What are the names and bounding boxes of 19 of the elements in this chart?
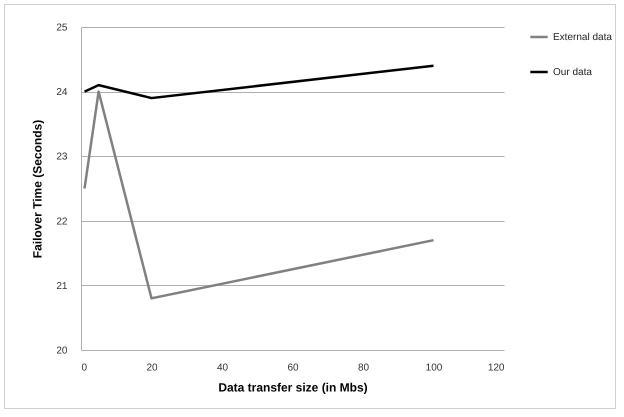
y-tick-label: 24 xyxy=(56,87,68,98)
legend-label: External data xyxy=(553,32,612,43)
x-tick-label: 120 xyxy=(488,362,505,374)
x-axis-title: Data transfer size (in Mbs) xyxy=(218,380,368,394)
line-series xyxy=(83,90,435,300)
y-tick-label: 25 xyxy=(56,22,68,34)
x-tick-label: 60 xyxy=(287,362,299,374)
line-series xyxy=(83,64,435,100)
y-tick-label: 21 xyxy=(56,280,68,292)
legend-label: Our data xyxy=(553,67,592,78)
x-tick-label: 100 xyxy=(426,362,443,374)
x-tick-label: 20 xyxy=(146,362,158,374)
y-tick-label: 22 xyxy=(56,216,68,228)
y-tick-label: 20 xyxy=(56,346,68,356)
x-tick-label: 40 xyxy=(216,362,228,374)
x-tick-label: 0 xyxy=(82,362,88,374)
x-tick-label: 80 xyxy=(358,362,370,374)
y-tick-label: 23 xyxy=(56,152,68,163)
y-axis-title: Failover Time (Seconds) xyxy=(30,120,44,258)
